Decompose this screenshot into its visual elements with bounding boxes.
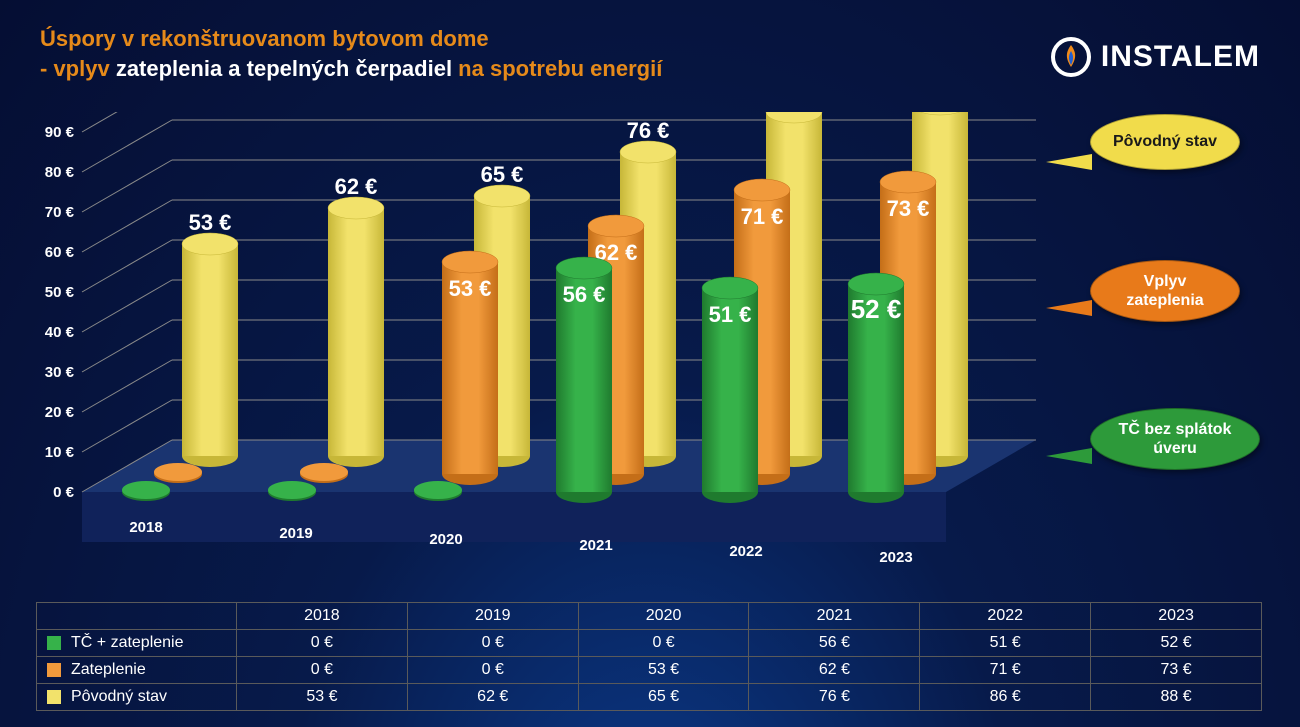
page-title: Úspory v rekonštruovanom bytovom dome- v… [40, 24, 662, 83]
bar-disc-top [122, 481, 170, 499]
x-tick: 2019 [279, 525, 312, 542]
x-tick: 2020 [429, 531, 462, 548]
bar-value-label: 73 € [887, 196, 930, 221]
table-cell: 53 € [237, 684, 408, 711]
bar-value-label: 65 € [481, 162, 524, 187]
table-cell: 65 € [578, 684, 749, 711]
table-header: 2023 [1091, 603, 1262, 630]
table-cell: 51 € [920, 630, 1091, 657]
table-cell: 0 € [407, 630, 578, 657]
table-row: Pôvodný stav53 €62 €65 €76 €86 €88 € [37, 684, 1262, 711]
chart-svg: 0 € 10 € 20 € 30 € 40 € 50 € 60 € 70 € 80 € 90 € 2… [36, 112, 1076, 582]
y-tick: 50 € [45, 284, 75, 301]
x-tick: 2023 [879, 549, 912, 566]
table-cell: 76 € [749, 684, 920, 711]
bar [182, 244, 238, 456]
table-cell: 56 € [749, 630, 920, 657]
row-label: Zateplenie [37, 657, 237, 684]
x-tick: 2021 [579, 537, 612, 554]
table-cell: 0 € [237, 630, 408, 657]
callout-bubble: TČ bez splátok úveru [1090, 408, 1260, 470]
y-tick: 70 € [45, 204, 75, 221]
y-tick: 80 € [45, 164, 75, 181]
table-cell: 62 € [749, 657, 920, 684]
bar-value-label: 62 € [335, 174, 378, 199]
legend-swatch [47, 636, 61, 650]
table-header: 2021 [749, 603, 920, 630]
y-tick: 20 € [45, 404, 75, 421]
table-header [37, 603, 237, 630]
bar-value-label: 53 € [189, 210, 232, 235]
table-row: Zateplenie0 €0 €53 €62 €71 €73 € [37, 657, 1262, 684]
bar-disc-top [154, 463, 202, 481]
table-cell: 86 € [920, 684, 1091, 711]
bar-value-label: 52 € [851, 294, 902, 324]
bar-value-label: 53 € [449, 276, 492, 301]
table-header: 2022 [920, 603, 1091, 630]
energy-savings-chart: 0 € 10 € 20 € 30 € 40 € 50 € 60 € 70 € 80 € 90 € 2… [36, 112, 1076, 582]
table-cell: 73 € [1091, 657, 1262, 684]
row-label: TČ + zateplenie [37, 630, 237, 657]
bar [328, 208, 384, 456]
bar-disc-top [300, 463, 348, 481]
bar-value-label: 71 € [741, 204, 784, 229]
y-tick: 30 € [45, 364, 75, 381]
bar-disc-top [268, 481, 316, 499]
y-tick: 0 € [53, 484, 75, 501]
table-cell: 0 € [407, 657, 578, 684]
table-header: 2020 [578, 603, 749, 630]
table-cell: 62 € [407, 684, 578, 711]
bar-value-label: 76 € [627, 118, 670, 143]
data-table: 201820192020202120222023 TČ + zateplenie… [36, 602, 1262, 711]
table-row: TČ + zateplenie0 €0 €0 €56 €51 €52 € [37, 630, 1262, 657]
bar-value-label: 56 € [563, 282, 606, 307]
bar-disc-top [414, 481, 462, 499]
table-cell: 71 € [920, 657, 1091, 684]
x-tick: 2018 [129, 519, 162, 536]
y-tick: 90 € [45, 124, 75, 141]
legend-swatch [47, 690, 61, 704]
bar-value-label: 51 € [709, 302, 752, 327]
callout-bubble: Vplyv zateplenia [1090, 260, 1240, 322]
legend-swatch [47, 663, 61, 677]
table-cell: 88 € [1091, 684, 1262, 711]
callout-bubble: Pôvodný stav [1090, 114, 1240, 170]
logo: INSTALEM [1051, 24, 1260, 83]
table-cell: 53 € [578, 657, 749, 684]
table-cell: 0 € [237, 657, 408, 684]
callouts: Pôvodný stav Vplyv zateplenia TČ bez splát… [1080, 100, 1280, 580]
header: Úspory v rekonštruovanom bytovom dome- v… [0, 0, 1300, 83]
table-header: 2019 [407, 603, 578, 630]
table-cell: 0 € [578, 630, 749, 657]
table-header: 2018 [237, 603, 408, 630]
row-label: Pôvodný stav [37, 684, 237, 711]
y-tick: 40 € [45, 324, 75, 341]
y-tick: 10 € [45, 444, 75, 461]
table-cell: 52 € [1091, 630, 1262, 657]
logo-text: INSTALEM [1101, 40, 1260, 74]
flame-icon [1051, 37, 1091, 77]
x-tick: 2022 [729, 543, 762, 560]
y-tick: 60 € [45, 244, 75, 261]
